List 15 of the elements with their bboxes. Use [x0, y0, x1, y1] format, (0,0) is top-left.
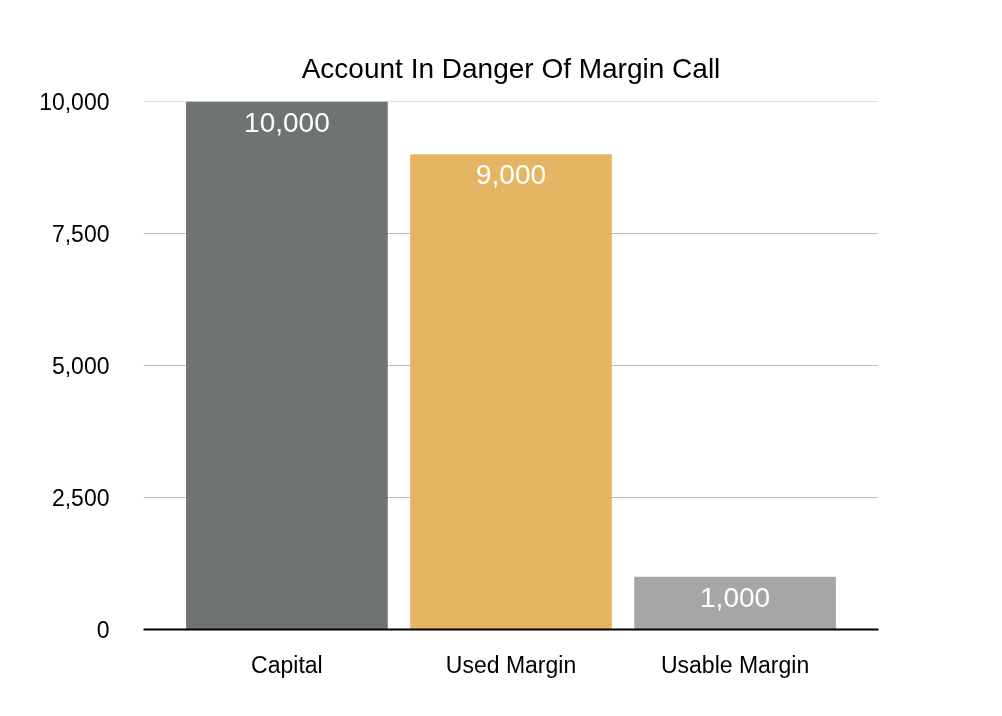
x-tick-label: Usable Margin	[660, 651, 810, 678]
y-tick-label: 5,000	[51, 353, 110, 379]
bar	[410, 154, 612, 630]
data-label: 1,000	[700, 581, 771, 613]
data-label: 9,000	[475, 159, 547, 191]
y-tick-label: 7,500	[51, 221, 110, 247]
x-tick-label: Capital	[251, 651, 323, 678]
chart-title: Account In Danger Of Margin Call	[301, 52, 721, 84]
bar	[186, 101, 388, 630]
bar	[634, 576, 836, 630]
y-tick-label: 0	[96, 617, 110, 643]
data-label: 10,000	[244, 106, 330, 138]
y-tick-label: 10,000	[39, 89, 110, 115]
x-tick-label: Used Margin	[445, 651, 577, 678]
y-tick-label: 2,500	[51, 485, 110, 511]
